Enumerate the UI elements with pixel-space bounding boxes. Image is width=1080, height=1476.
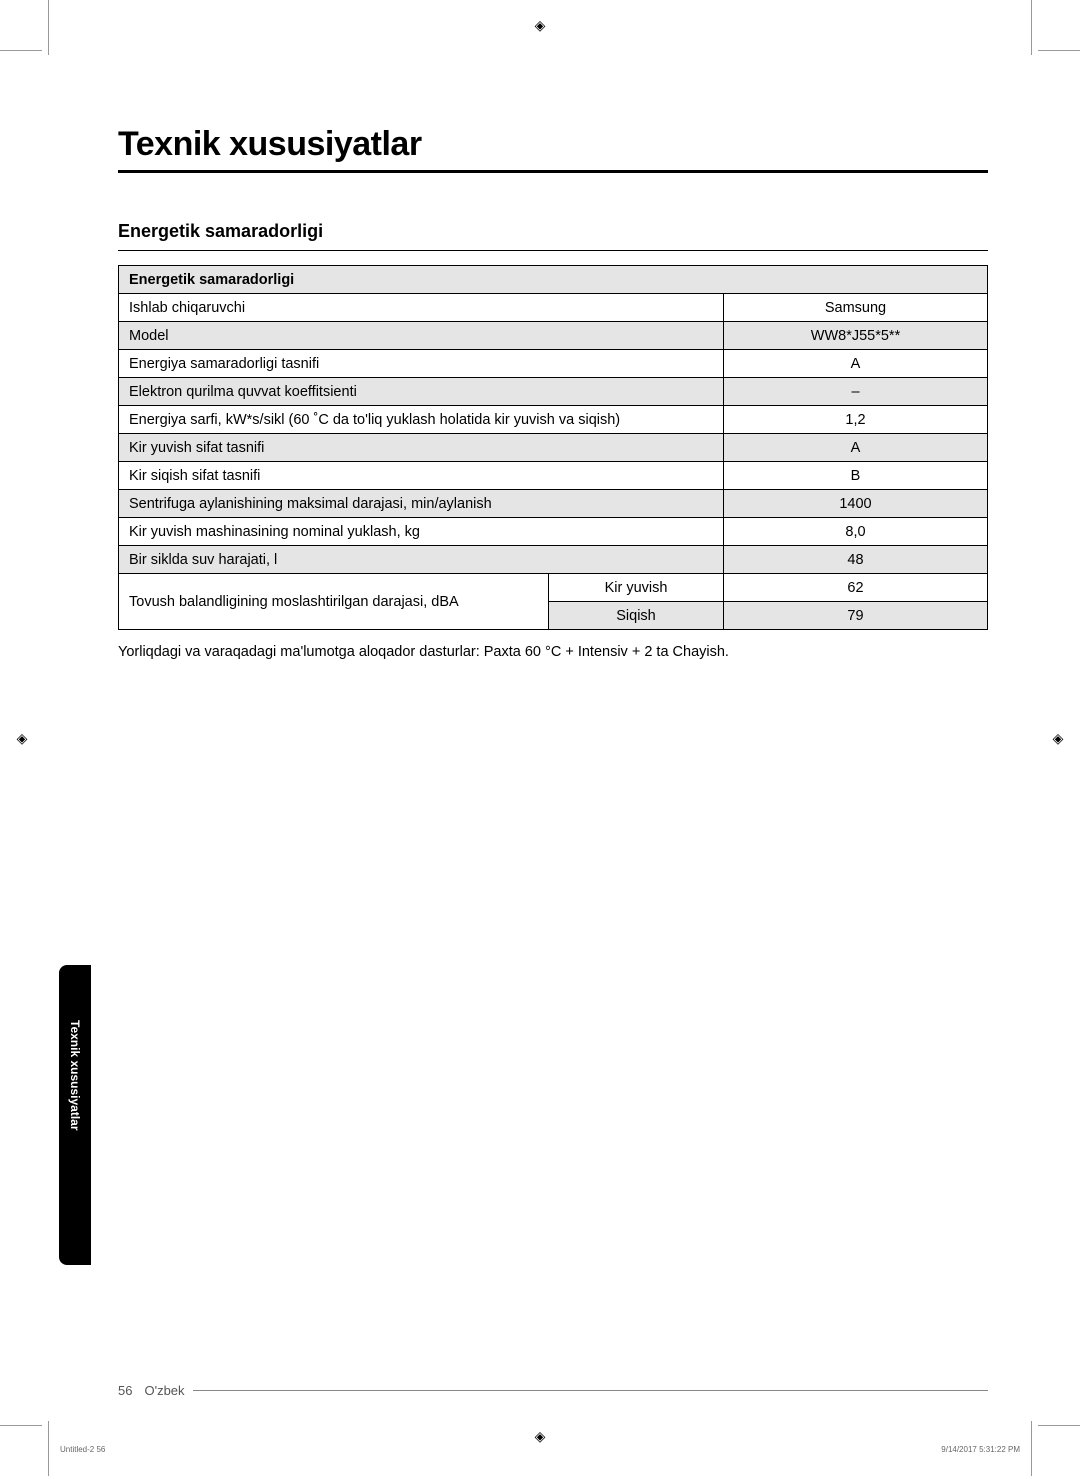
crop-mark <box>1038 50 1080 51</box>
table-label-cell: Model <box>119 322 724 350</box>
page-number: 56 <box>118 1383 132 1398</box>
side-tab-label: Texnik xususiyatlar <box>68 1020 82 1131</box>
table-row: Kir yuvish mashinasining nominal yuklash… <box>119 518 988 546</box>
table-row: ModelWW8*J55*5** <box>119 322 988 350</box>
table-value-cell: – <box>724 378 988 406</box>
table-row: Ishlab chiqaruvchiSamsung <box>119 294 988 322</box>
table-label-cell: Ishlab chiqaruvchi <box>119 294 724 322</box>
table-label-cell: Sentrifuga aylanishining maksimal daraja… <box>119 490 724 518</box>
table-header-row: Energetik samaradorligi <box>119 266 988 294</box>
table-value-cell: 62 <box>724 574 988 602</box>
content-area: Texnik xususiyatlar Energetik samaradorl… <box>118 125 988 660</box>
crop-mark <box>0 1425 42 1426</box>
table-row: Energiya samaradorligi tasnifiA <box>119 350 988 378</box>
section-title: Energetik samaradorligi <box>118 221 988 251</box>
crop-mark <box>48 0 49 55</box>
table-value-cell: 1400 <box>724 490 988 518</box>
page-title: Texnik xususiyatlar <box>118 125 988 164</box>
table-sublabel-cell: Kir yuvish <box>549 574 724 602</box>
print-meta-right: 9/14/2017 5:31:22 PM <box>941 1445 1020 1454</box>
crop-mark <box>1038 1425 1080 1426</box>
table-label-cell: Elektron qurilma quvvat koeffitsienti <box>119 378 724 406</box>
table-row: Kir siqish sifat tasnifiB <box>119 462 988 490</box>
table-value-cell: A <box>724 350 988 378</box>
table-row: Kir yuvish sifat tasnifiA <box>119 434 988 462</box>
table-label-cell: Bir siklda suv harajati, l <box>119 546 724 574</box>
table-row: Sentrifuga aylanishining maksimal daraja… <box>119 490 988 518</box>
crop-mark <box>1031 1421 1032 1476</box>
table-row: Elektron qurilma quvvat koeffitsienti– <box>119 378 988 406</box>
registration-mark-right: ◈ <box>1048 728 1068 748</box>
table-value-cell: A <box>724 434 988 462</box>
table-value-cell: 48 <box>724 546 988 574</box>
registration-mark-top: ◈ <box>530 15 550 35</box>
crop-mark <box>0 50 42 51</box>
table-row: Energiya sarfi, kW*s/sikl (60 ˚C da to'l… <box>119 406 988 434</box>
title-underline <box>118 170 988 173</box>
footer-line <box>193 1390 988 1391</box>
footnote-text: Yorliqdagi va varaqadagi ma'lumotga aloq… <box>118 644 988 660</box>
table-header-cell: Energetik samaradorligi <box>119 266 988 294</box>
table-value-cell: B <box>724 462 988 490</box>
table-label-cell: Energiya samaradorligi tasnifi <box>119 350 724 378</box>
table-row: Tovush balandligining moslashtirilgan da… <box>119 574 988 602</box>
print-meta-left: Untitled-2 56 <box>60 1445 105 1454</box>
table-label-cell: Kir yuvish mashinasining nominal yuklash… <box>119 518 724 546</box>
side-tab: Texnik xususiyatlar <box>59 965 91 1265</box>
table-sublabel-cell: Siqish <box>549 602 724 630</box>
table-row: Bir siklda suv harajati, l48 <box>119 546 988 574</box>
registration-mark-bottom: ◈ <box>530 1426 550 1446</box>
page-footer: 56 O'zbek <box>118 1383 988 1398</box>
table-value-cell: WW8*J55*5** <box>724 322 988 350</box>
table-label-cell: Energiya sarfi, kW*s/sikl (60 ˚C da to'l… <box>119 406 724 434</box>
table-value-cell: 8,0 <box>724 518 988 546</box>
registration-mark-left: ◈ <box>12 728 32 748</box>
table-value-cell: Samsung <box>724 294 988 322</box>
table-value-cell: 79 <box>724 602 988 630</box>
table-label-cell: Tovush balandligining moslashtirilgan da… <box>119 574 549 630</box>
energy-efficiency-table: Energetik samaradorligi Ishlab chiqaruvc… <box>118 265 988 630</box>
table-value-cell: 1,2 <box>724 406 988 434</box>
table-label-cell: Kir siqish sifat tasnifi <box>119 462 724 490</box>
crop-mark <box>1031 0 1032 55</box>
page-language: O'zbek <box>144 1383 184 1398</box>
table-label-cell: Kir yuvish sifat tasnifi <box>119 434 724 462</box>
crop-mark <box>48 1421 49 1476</box>
